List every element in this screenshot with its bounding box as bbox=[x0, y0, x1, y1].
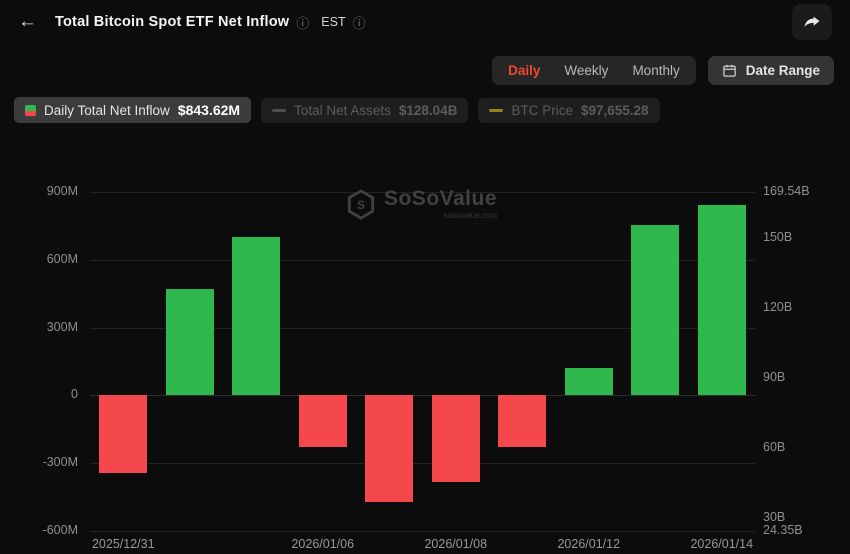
bar-series-icon bbox=[25, 104, 36, 116]
timezone-info-icon[interactable]: ⓘ bbox=[352, 15, 366, 31]
dash-icon bbox=[489, 108, 504, 112]
dash-icon bbox=[272, 108, 287, 112]
chart-bar[interactable] bbox=[165, 289, 214, 396]
timezone-label: EST bbox=[321, 15, 346, 29]
x-axis-label: 2026/01/14 bbox=[690, 537, 754, 551]
y-axis-right-label: 30B bbox=[763, 509, 786, 524]
chart-bar[interactable] bbox=[564, 368, 613, 396]
y-axis-left-label: 900M bbox=[46, 184, 78, 198]
chart-controls: Daily Weekly Monthly Date Range bbox=[16, 56, 834, 85]
share-icon bbox=[802, 12, 822, 32]
x-axis-label: 2026/01/06 bbox=[291, 537, 355, 551]
y-axis-right-label: 150B bbox=[763, 229, 793, 244]
calendar-icon bbox=[722, 63, 737, 78]
x-axis-label: 2026/01/12 bbox=[557, 537, 621, 551]
legend-label: BTC Price bbox=[511, 102, 573, 118]
x-axis: 2025/12/31 2026/01/06 2026/01/08 2026/01/12… bbox=[90, 537, 755, 553]
chart-bar[interactable] bbox=[431, 395, 480, 483]
y-axis-right-label: 169.54B bbox=[763, 184, 810, 198]
tab-weekly[interactable]: Weekly bbox=[564, 63, 609, 78]
chart-bar[interactable] bbox=[232, 237, 281, 396]
date-range-label: Date Range bbox=[745, 63, 820, 78]
legend-daily-total-net-inflow[interactable]: Daily Total Net Inflow $843.62M bbox=[14, 97, 252, 123]
gridline bbox=[90, 327, 755, 329]
chart-bar[interactable] bbox=[298, 395, 347, 448]
x-axis-label: 2025/12/31 bbox=[91, 537, 155, 551]
y-axis-left-label: 0 bbox=[71, 387, 78, 402]
y-axis-left: 900M 600M 300M 0 -300M -600M bbox=[0, 184, 78, 537]
y-axis-right-label: 90B bbox=[763, 369, 786, 384]
tab-daily[interactable]: Daily bbox=[508, 63, 541, 78]
chart-bar[interactable] bbox=[631, 224, 680, 396]
legend-value: $843.62M bbox=[177, 102, 241, 118]
x-axis-label: 2026/01/08 bbox=[424, 537, 488, 551]
y-axis-right: 169.54B 150B 120B 90B 60B 30B 24.35B bbox=[763, 184, 848, 537]
y-axis-right-label: 120B bbox=[763, 299, 793, 314]
gridline bbox=[90, 395, 755, 397]
topbar: ← Total Bitcoin Spot ETF Net Inflow ⓘ ES… bbox=[0, 0, 850, 44]
gridline bbox=[90, 531, 755, 532]
chart-bar[interactable] bbox=[498, 395, 547, 448]
y-axis-right-label: 60B bbox=[763, 439, 786, 454]
legend-label: Total Net Assets bbox=[294, 102, 391, 118]
y-axis-left-label: -300M bbox=[42, 455, 78, 470]
legend-btc-price[interactable]: BTC Price $97,655.28 bbox=[478, 97, 660, 123]
tab-monthly[interactable]: Monthly bbox=[632, 63, 680, 78]
share-button[interactable] bbox=[792, 4, 832, 40]
legend-label: Daily Total Net Inflow bbox=[44, 102, 170, 118]
legend-value: $97,655.28 bbox=[580, 102, 649, 118]
gridline bbox=[90, 463, 755, 465]
y-axis-left-label: -600M bbox=[42, 523, 78, 537]
chart-plot-area bbox=[90, 192, 755, 532]
page-title: Total Bitcoin Spot ETF Net Inflow bbox=[55, 14, 290, 30]
date-range-button[interactable]: Date Range bbox=[707, 56, 834, 85]
gridline bbox=[90, 192, 755, 193]
title-info-icon[interactable]: ⓘ bbox=[296, 15, 310, 31]
legend-total-net-assets[interactable]: Total Net Assets $128.04B bbox=[261, 97, 469, 123]
gridline bbox=[90, 259, 755, 261]
period-tabs: Daily Weekly Monthly bbox=[492, 56, 696, 85]
y-axis-right-label: 24.35B bbox=[763, 523, 803, 537]
chart-legend: Daily Total Net Inflow $843.62M Total Ne… bbox=[14, 97, 836, 123]
chart-bar[interactable] bbox=[697, 204, 746, 396]
chart-bar[interactable] bbox=[365, 395, 414, 502]
back-arrow-icon[interactable]: ← bbox=[18, 11, 37, 32]
chart-bar[interactable] bbox=[99, 395, 148, 474]
y-axis-left-label: 300M bbox=[46, 319, 78, 334]
y-axis-left-label: 600M bbox=[46, 251, 78, 266]
legend-value: $128.04B bbox=[398, 102, 458, 118]
